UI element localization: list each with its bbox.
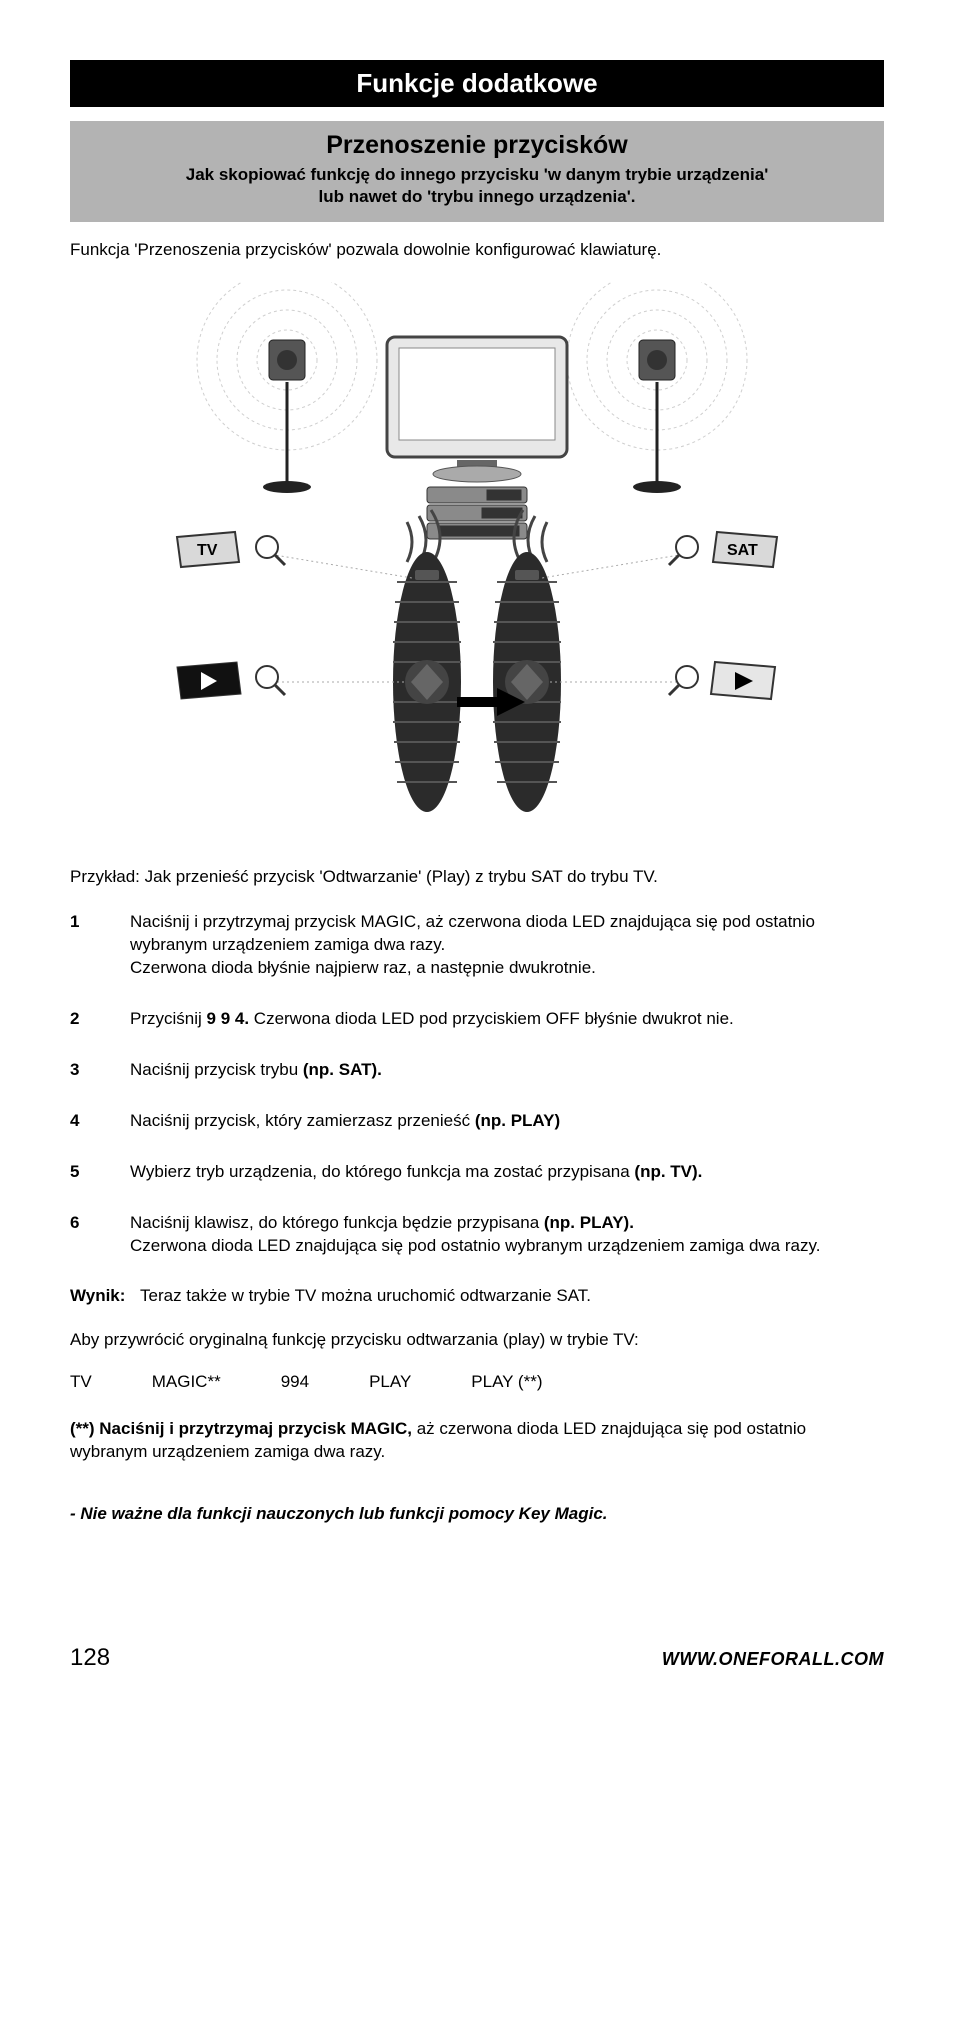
- diagram: TV SAT: [70, 282, 884, 847]
- step-text: Naciśnij przycisk, który zamierzasz prze…: [130, 1110, 884, 1133]
- result-text: Teraz także w trybie TV można uruchomić …: [140, 1286, 591, 1306]
- page-number: 128: [70, 1644, 110, 1672]
- play-left-icon: [177, 662, 241, 699]
- svg-text:TV: TV: [197, 542, 218, 559]
- intro-text: Funkcja 'Przenoszenia przycisków' pozwal…: [70, 240, 884, 260]
- step-row: 5 Wybierz tryb urządzenia, do którego fu…: [70, 1161, 884, 1184]
- footer-url: WWW.ONEFORALL.COM: [662, 1649, 884, 1670]
- result-row: Wynik: Teraz także w trybie TV można uru…: [70, 1286, 884, 1306]
- tv-icon: [387, 337, 567, 482]
- code-sequence: TV MAGIC** 994 PLAY PLAY (**): [70, 1372, 884, 1392]
- step-text: Wybierz tryb urządzenia, do którego funk…: [130, 1161, 884, 1184]
- step-row: 1 Naciśnij i przytrzymaj przycisk MAGIC,…: [70, 911, 884, 980]
- code-item: MAGIC**: [152, 1372, 221, 1392]
- page-footer: 128 WWW.ONEFORALL.COM: [70, 1644, 884, 1672]
- restore-text: Aby przywrócić oryginalną funkcję przyci…: [70, 1330, 884, 1350]
- code-item: 994: [281, 1372, 309, 1392]
- step-row: 6 Naciśnij klawisz, do którego funkcja b…: [70, 1212, 884, 1258]
- step-text: Naciśnij przycisk trybu (np. SAT).: [130, 1059, 884, 1082]
- tv-label-icon: TV: [177, 532, 239, 567]
- step-row: 4 Naciśnij przycisk, który zamierzasz pr…: [70, 1110, 884, 1133]
- code-item: PLAY: [369, 1372, 411, 1392]
- speaker-left-icon: [263, 340, 311, 493]
- section-header: Przenoszenie przycisków Jak skopiować fu…: [70, 121, 884, 222]
- footnote: (**) Naciśnij i przytrzymaj przycisk MAG…: [70, 1418, 884, 1464]
- result-label: Wynik:: [70, 1286, 140, 1306]
- section-title: Przenoszenie przycisków: [90, 131, 864, 160]
- step-number: 6: [70, 1212, 130, 1258]
- step-row: 2 Przyciśnij 9 9 4. Czerwona dioda LED p…: [70, 1008, 884, 1031]
- sat-label-icon: SAT: [713, 532, 777, 567]
- page-title-bar: Funkcje dodatkowe: [70, 60, 884, 107]
- device-stack-icon: [427, 487, 527, 539]
- step-text: Naciśnij klawisz, do którego funkcja będ…: [130, 1212, 884, 1258]
- section-desc: Jak skopiować funkcję do innego przycisk…: [90, 164, 864, 208]
- step-number: 2: [70, 1008, 130, 1031]
- italic-note: - Nie ważne dla funkcji nauczonych lub f…: [70, 1504, 884, 1524]
- code-item: TV: [70, 1372, 92, 1392]
- speaker-right-icon: [633, 340, 681, 493]
- step-row: 3 Naciśnij przycisk trybu (np. SAT).: [70, 1059, 884, 1082]
- step-number: 1: [70, 911, 130, 980]
- magnifier-icon: [256, 536, 698, 695]
- steps-list: 1 Naciśnij i przytrzymaj przycisk MAGIC,…: [70, 911, 884, 1257]
- step-text: Przyciśnij 9 9 4. Czerwona dioda LED pod…: [130, 1008, 884, 1031]
- step-number: 5: [70, 1161, 130, 1184]
- diagram-svg: TV SAT: [157, 282, 797, 842]
- svg-text:SAT: SAT: [727, 542, 758, 559]
- play-right-icon: [711, 662, 775, 699]
- step-text: Naciśnij i przytrzymaj przycisk MAGIC, a…: [130, 911, 884, 980]
- code-item: PLAY (**): [471, 1372, 542, 1392]
- example-text: Przykład: Jak przenieść przycisk 'Odtwar…: [70, 867, 884, 887]
- step-number: 4: [70, 1110, 130, 1133]
- step-number: 3: [70, 1059, 130, 1082]
